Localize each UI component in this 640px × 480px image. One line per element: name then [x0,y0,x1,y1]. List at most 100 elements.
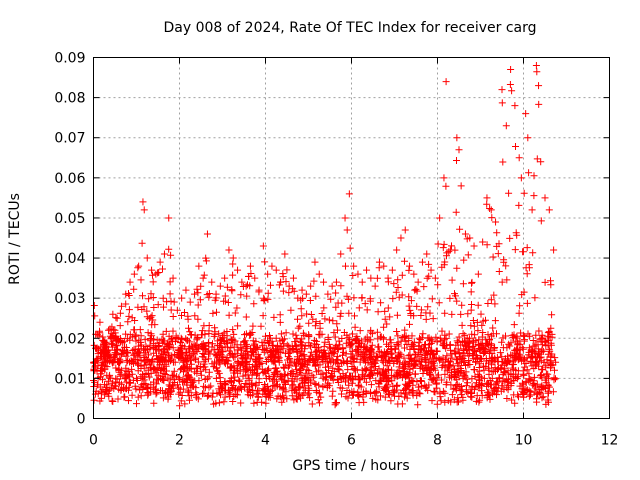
scatter-point [375,258,383,266]
scatter-points [90,68,560,410]
scatter-point [345,190,353,198]
scatter-point [470,242,478,250]
scatter-point [418,258,426,266]
scatter-point [298,286,306,294]
y-tick-label: 0.09 [54,51,85,67]
scatter-point [268,262,276,270]
scatter-point [307,282,315,290]
scatter-point [320,278,328,286]
scatter-point [156,258,164,266]
scatter-point [160,250,168,258]
scatter-point [229,254,237,262]
scatter-point [511,102,519,110]
scatter-point [406,262,414,270]
scatter-point [380,262,388,270]
scatter-point [487,206,495,214]
scatter-point-cloud [90,68,560,410]
x-tick-label: 4 [261,433,270,449]
y-tick-label: 0.07 [54,131,85,147]
scatter-point [246,262,254,270]
scatter-point [354,270,362,278]
scatter-point [169,274,177,282]
scatter-point [397,234,405,242]
scatter-point [186,298,194,306]
scatter-point [105,326,113,334]
scatter-point [414,278,422,286]
scatter-point [457,182,465,190]
scatter-point [393,246,401,254]
scatter-point [502,122,510,130]
scatter-point [440,174,448,182]
scatter-point [135,262,143,270]
scatter-point [343,226,351,234]
scatter-point [140,206,148,214]
chart-title: Day 008 of 2024, Rate Of TEC Index for r… [163,20,536,36]
y-tick-label: 0 [77,412,86,428]
scatter-point [143,254,151,262]
scatter-point [259,242,267,250]
scatter-point [255,286,263,294]
scatter-point [302,290,310,298]
scatter-point [350,262,358,270]
scatter-point [466,234,474,242]
scatter-point [446,246,454,254]
scatter-point [225,246,233,254]
y-tick-label: 0.05 [54,211,85,227]
scatter-point [148,266,156,274]
x-tick-label: 6 [347,433,356,449]
scatter-point [401,226,409,234]
scatter-point [328,282,336,290]
scatter-point [532,62,540,70]
scatter-point [427,266,435,274]
scatter-point [337,250,345,258]
scatter-point [363,266,371,274]
scatter-point [453,134,461,142]
scatter-point [285,282,293,290]
y-axis-label: ROTI / TECUs [7,193,23,285]
scatter-point [423,250,431,258]
scatter-point [541,194,549,202]
scatter-point [216,282,224,290]
scatter-point [100,338,108,346]
scatter-point [332,278,340,286]
scatter-point [455,146,463,154]
scatter-point [517,174,525,182]
y-tick-label: 0.06 [54,171,85,187]
scatter-point [367,274,375,282]
scatter-point [483,194,491,202]
scatter-point [238,278,246,286]
x-axis-label: GPS time / hours [292,458,409,474]
scatter-point [199,274,207,282]
scatter-point [96,318,104,326]
scatter-point [208,278,216,286]
scatter-point [341,214,349,222]
scatter-point [410,270,418,278]
scatter-point [139,198,147,206]
y-tick-label: 0.01 [54,371,85,387]
scatter-point [264,270,272,278]
scatter-point [545,206,553,214]
y-tick-label: 0.08 [54,91,85,107]
scatter-point [388,266,396,274]
x-tick-label: 8 [433,433,442,449]
scatter-point [535,82,543,90]
x-tick-label: 12 [601,433,619,449]
scatter-point [130,270,138,278]
scatter-point [515,154,523,162]
scatter-point [498,86,506,94]
scatter-point [113,314,121,322]
y-tick-label: 0.04 [54,251,85,267]
highlight-points [92,62,558,346]
scatter-point [528,206,536,214]
scatter-point [191,290,199,298]
x-tick-label: 10 [515,433,533,449]
scatter-point [117,302,125,310]
scatter-point [277,278,285,286]
scatter-point [315,270,323,278]
scatter-point [522,110,530,118]
scatter-point [311,258,319,266]
scatter-point [212,290,220,298]
scatter-point [289,274,297,282]
y-tick-label: 0.03 [54,291,85,307]
